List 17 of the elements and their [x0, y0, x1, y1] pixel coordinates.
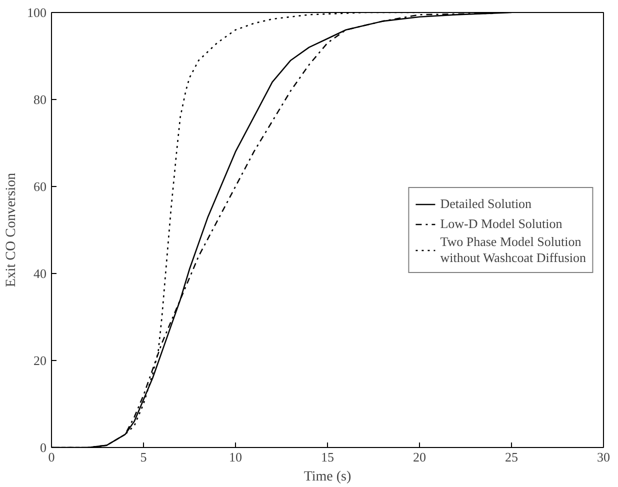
x-tick-label: 30	[597, 450, 610, 464]
legend-label: Detailed Solution	[440, 196, 532, 212]
x-axis-title: Time (s)	[304, 470, 352, 484]
x-tick-label: 10	[229, 450, 242, 464]
y-tick-label: 100	[27, 5, 46, 20]
y-tick-label: 20	[34, 353, 46, 368]
x-tick-label: 20	[413, 450, 426, 464]
y-tick-label: 80	[34, 92, 46, 107]
y-tick-label: 60	[34, 179, 46, 194]
x-tick-label: 15	[321, 450, 334, 464]
x-tick-label: 25	[505, 450, 518, 464]
y-tick-label: 40	[34, 266, 46, 281]
y-axis-title: Exit CO Conversion	[4, 172, 19, 288]
legend-label: Two Phase Model Solution without Washcoat Diffusion	[440, 234, 586, 266]
y-tick-label: 0	[40, 440, 46, 455]
legend-label: Low-D Model Solution	[440, 216, 562, 232]
x-tick-label: 5	[140, 450, 147, 464]
